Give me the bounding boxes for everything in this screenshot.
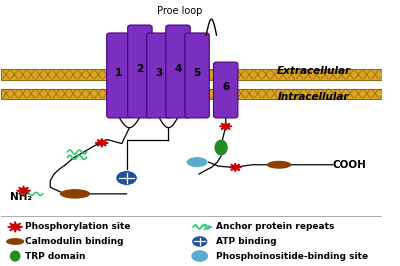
Text: Anchor protein repeats: Anchor protein repeats	[216, 222, 334, 231]
Ellipse shape	[186, 157, 208, 167]
Text: TRP domain: TRP domain	[26, 252, 86, 260]
Text: Phosphorylation site: Phosphorylation site	[26, 222, 131, 231]
FancyBboxPatch shape	[128, 25, 152, 118]
Polygon shape	[8, 222, 23, 232]
Text: 2: 2	[136, 64, 144, 74]
Bar	[1, 69, 382, 80]
Ellipse shape	[6, 238, 24, 245]
Polygon shape	[229, 163, 241, 172]
Text: ATP binding: ATP binding	[216, 237, 277, 246]
Text: 4: 4	[174, 64, 182, 74]
Ellipse shape	[60, 189, 90, 199]
Polygon shape	[95, 138, 108, 147]
Bar	[1, 89, 382, 99]
Text: Intracellular: Intracellular	[278, 92, 349, 102]
FancyBboxPatch shape	[147, 33, 171, 118]
FancyBboxPatch shape	[185, 33, 209, 118]
Polygon shape	[220, 122, 232, 131]
Circle shape	[192, 236, 207, 247]
Text: Extracellular: Extracellular	[276, 66, 350, 76]
Text: 6: 6	[222, 82, 229, 92]
Text: NH₂: NH₂	[10, 192, 32, 202]
Ellipse shape	[10, 251, 20, 261]
Ellipse shape	[267, 161, 292, 169]
Text: Calmodulin binding: Calmodulin binding	[26, 237, 124, 246]
FancyBboxPatch shape	[166, 25, 190, 118]
Text: COOH: COOH	[332, 160, 366, 170]
FancyBboxPatch shape	[214, 62, 238, 118]
Text: Phosphoinositide-binding site: Phosphoinositide-binding site	[216, 252, 368, 260]
Text: 5: 5	[194, 68, 201, 78]
FancyBboxPatch shape	[107, 33, 131, 118]
Polygon shape	[17, 186, 30, 196]
Text: 1: 1	[115, 68, 122, 78]
Circle shape	[116, 171, 137, 185]
Text: 3: 3	[155, 68, 162, 78]
Ellipse shape	[214, 140, 228, 156]
Circle shape	[191, 250, 208, 262]
Text: Proe loop: Proe loop	[157, 6, 203, 16]
